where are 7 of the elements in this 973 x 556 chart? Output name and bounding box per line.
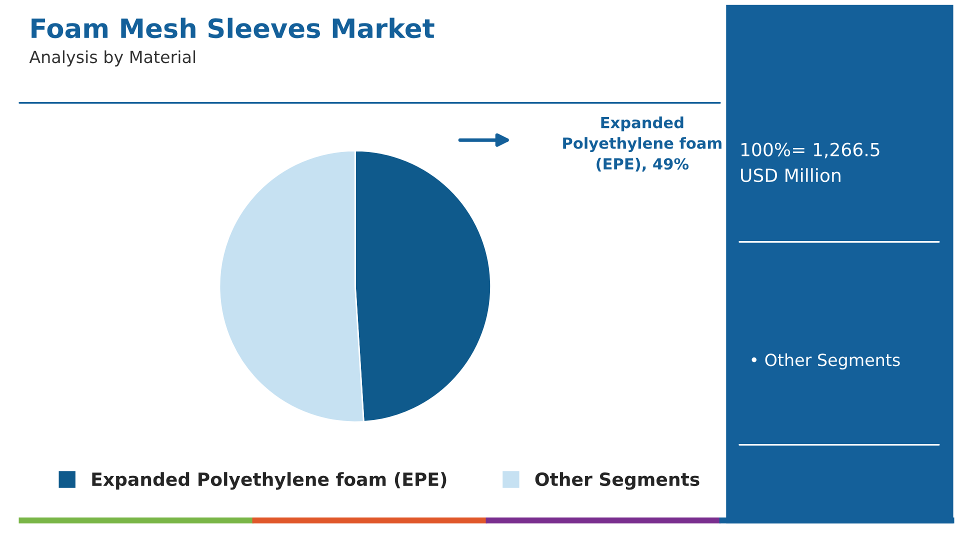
text: Expanded Polyethylene foam (EPE), 49% (563, 116, 722, 172)
chart-subtitle: Analysis by Material (29, 50, 196, 66)
legend-label: Other Segments (535, 472, 700, 490)
text: • Other Segments (752, 353, 900, 370)
legend-label: Expanded Polyethylene foam (EPE) (92, 472, 446, 490)
chart-title: Foam Mesh Sleeves Market (32, 18, 434, 38)
text: 100%= 1,266.5 USD Million (741, 142, 880, 182)
